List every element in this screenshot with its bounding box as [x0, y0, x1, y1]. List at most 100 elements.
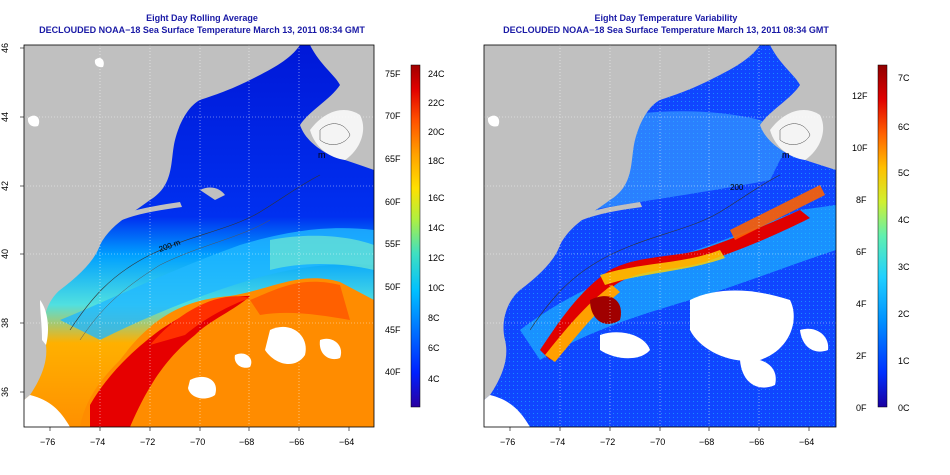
lon-tick: −76 [500, 437, 516, 447]
right-title-block: Eight Day Temperature Variability DECLOU… [476, 12, 856, 36]
lat-tick: 44 [0, 111, 11, 123]
colorbar-label-f: 55F [385, 239, 401, 249]
left-grid [24, 45, 374, 427]
lon-tick: −74 [90, 437, 106, 447]
colorbar-label-c: 24C [428, 69, 445, 79]
left-bay [40, 300, 48, 345]
colorbar-label-c: 5C [898, 168, 910, 178]
colorbar-label-c: 1C [898, 356, 910, 366]
right-cloud-gap [600, 332, 650, 359]
colorbar-label-c: 8C [428, 313, 440, 323]
left-contour [79, 219, 271, 341]
colorbar-label-f: 60F [385, 197, 401, 207]
lon-tick: −76 [40, 437, 56, 447]
colorbar-label-c: 4C [898, 215, 910, 225]
colorbar-label-f: 8F [856, 195, 867, 205]
left-cloud-gap [265, 326, 306, 365]
colorbar-label-c: 6C [898, 122, 910, 132]
left-long-island [120, 202, 182, 220]
colorbar-label-f: 45F [385, 325, 401, 335]
colorbar-label-c: 10C [428, 283, 445, 293]
right-ns-cloud [770, 110, 824, 160]
colorbar-label-c: 0C [898, 403, 910, 413]
left-contour-bank [319, 123, 351, 145]
lon-tick: −70 [650, 437, 666, 447]
right-contour-label-200: 200 [730, 183, 744, 192]
right-grid [484, 45, 836, 427]
colorbar-label-c: 4C [428, 374, 440, 384]
left-gulf-stream-edge [150, 296, 250, 345]
left-south-land-gap [24, 395, 70, 427]
right-front-hot [540, 210, 810, 360]
left-map-area [24, 45, 374, 427]
lat-tick: 46 [0, 42, 11, 54]
left-contour-label: m [318, 150, 326, 160]
colorbar-label-f: 4F [856, 299, 867, 309]
left-map-subtitle: DECLOUDED NOAA−18 Sea Surface Temperatur… [39, 25, 365, 35]
left-gulf-stream-core [90, 295, 250, 427]
right-contour-bank [779, 123, 811, 145]
lat-tick: 42 [0, 180, 11, 192]
colorbar-label-c: 18C [428, 156, 445, 166]
lon-tick: −72 [600, 437, 616, 447]
colorbar-label-f: 50F [385, 282, 401, 292]
lat-tick: 40 [0, 248, 11, 260]
colorbar-label-c: 22C [428, 98, 445, 108]
right-map-title: Eight Day Temperature Variability [594, 13, 738, 23]
left-warm-water [80, 278, 374, 427]
colorbar-label-c: 20C [428, 127, 445, 137]
colorbar-label-f: 6F [856, 247, 867, 257]
lon-tick: −70 [190, 437, 206, 447]
right-front-orange [730, 185, 825, 240]
left-map-frame [23, 44, 375, 428]
colorbar-label-f: 0F [856, 403, 867, 413]
left-warm-eddy [250, 281, 350, 320]
lon-tick: −72 [140, 437, 156, 447]
lon-tick: −66 [289, 437, 305, 447]
lat-tick: 38 [0, 317, 11, 329]
colorbar-label-f: 12F [852, 91, 868, 101]
right-cloud-gap [740, 358, 776, 388]
lon-tick: −68 [239, 437, 255, 447]
left-land-mainland [24, 45, 300, 400]
left-map-title: Eight Day Rolling Average [146, 13, 258, 23]
right-slope-band [520, 205, 836, 360]
colorbar-label-f: 2F [856, 351, 867, 361]
lon-tick: −64 [799, 437, 815, 447]
lon-tick: −64 [339, 437, 355, 447]
left-lake [27, 115, 40, 127]
left-cloud-gap [319, 338, 342, 360]
colorbar-label-c: 2C [898, 309, 910, 319]
lon-tick: −68 [699, 437, 715, 447]
right-cloud-gap [690, 290, 794, 361]
colorbar-label-f: 75F [385, 69, 401, 79]
colorbar-label-f: 70F [385, 111, 401, 121]
right-land-mainland [484, 45, 760, 400]
left-cape-cod [200, 187, 225, 200]
right-map-subtitle: DECLOUDED NOAA−18 Sea Surface Temperatur… [503, 25, 829, 35]
left-cloud-gap [234, 353, 252, 368]
right-lake [487, 115, 500, 127]
colorbar-label-c: 7C [898, 73, 910, 83]
colorbar-label-c: 16C [428, 193, 445, 203]
axis-ticks [20, 47, 810, 431]
colorbar-label-f: 10F [852, 143, 868, 153]
left-title-block: Eight Day Rolling Average DECLOUDED NOAA… [18, 12, 386, 36]
lon-tick: −74 [550, 437, 566, 447]
right-front-yellow [600, 250, 725, 285]
lat-tick: 36 [0, 386, 11, 398]
right-colorbar [877, 64, 888, 408]
lon-tick: −66 [749, 437, 765, 447]
left-slope-warm [270, 235, 374, 270]
colorbar-label-c: 6C [428, 343, 440, 353]
right-map-area [484, 45, 836, 427]
left-colorbar [410, 64, 421, 408]
colorbar-label-c: 3C [898, 262, 910, 272]
left-ns-cloud [310, 110, 364, 160]
left-cloud-gap [188, 376, 216, 399]
right-contour-label: m [782, 150, 790, 160]
colorbar-label-c: 12C [428, 253, 445, 263]
left-lake [94, 57, 104, 68]
colorbar-label-f: 40F [385, 367, 401, 377]
